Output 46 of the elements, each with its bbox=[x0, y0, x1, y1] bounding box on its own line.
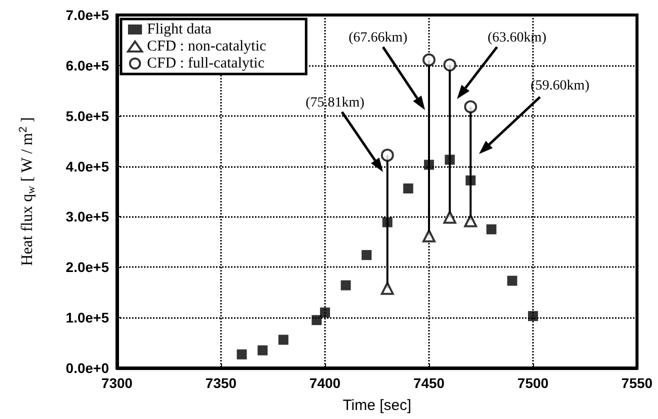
annotation: (63.60km) bbox=[488, 30, 547, 46]
point bbox=[340, 280, 351, 290]
y-tick-label: 6.0e+5 bbox=[66, 57, 110, 74]
legend-label: CFD : full-catalytic bbox=[147, 56, 265, 72]
x-tick-label: 7500 bbox=[517, 375, 549, 391]
point bbox=[362, 250, 372, 260]
point bbox=[464, 214, 478, 228]
annotation: (75.81km) bbox=[306, 96, 365, 110]
point bbox=[380, 148, 394, 162]
point bbox=[422, 229, 436, 242]
point bbox=[424, 160, 434, 170]
point bbox=[444, 154, 455, 165]
x-axis-title: Time [sec] bbox=[342, 397, 412, 414]
y-tick-label: 0.0e+0 bbox=[66, 360, 110, 376]
point bbox=[258, 345, 268, 356]
point bbox=[507, 276, 518, 286]
x-tick-label: 7550 bbox=[621, 375, 653, 391]
y-tick-label: 5.0e+5 bbox=[66, 108, 110, 124]
point bbox=[320, 308, 330, 318]
point bbox=[528, 311, 538, 322]
x-tick-label: 7450 bbox=[413, 375, 445, 391]
x-tick-label: 7300 bbox=[101, 375, 133, 391]
point bbox=[382, 217, 392, 228]
legend-label: CFD : non-catalytic bbox=[147, 38, 266, 54]
y-tick-label: 4.0e+5 bbox=[66, 158, 110, 174]
point bbox=[486, 224, 496, 234]
point bbox=[312, 315, 322, 326]
y-axis-title: Heat flux qw [ W / m2 ] bbox=[18, 117, 38, 266]
y-tick-label: 3.0e+5 bbox=[66, 208, 110, 225]
y-tick-label: 2.0e+5 bbox=[66, 259, 110, 276]
point bbox=[464, 100, 478, 114]
annotation: (59.60km) bbox=[530, 78, 590, 94]
x-tick-label: 7400 bbox=[309, 375, 341, 391]
point bbox=[443, 210, 456, 224]
point bbox=[403, 183, 414, 194]
y-tick-label: 1.0e+5 bbox=[66, 310, 110, 326]
annotation: (67.66km) bbox=[348, 30, 408, 46]
point bbox=[466, 175, 476, 186]
x-tick-label: 7350 bbox=[205, 375, 237, 391]
point bbox=[380, 282, 394, 295]
point bbox=[278, 334, 288, 345]
point bbox=[236, 349, 247, 360]
point bbox=[443, 58, 456, 72]
legend-label: Flight data bbox=[147, 22, 212, 38]
point bbox=[422, 53, 436, 66]
y-tick-label: 7.0e+5 bbox=[66, 7, 110, 23]
